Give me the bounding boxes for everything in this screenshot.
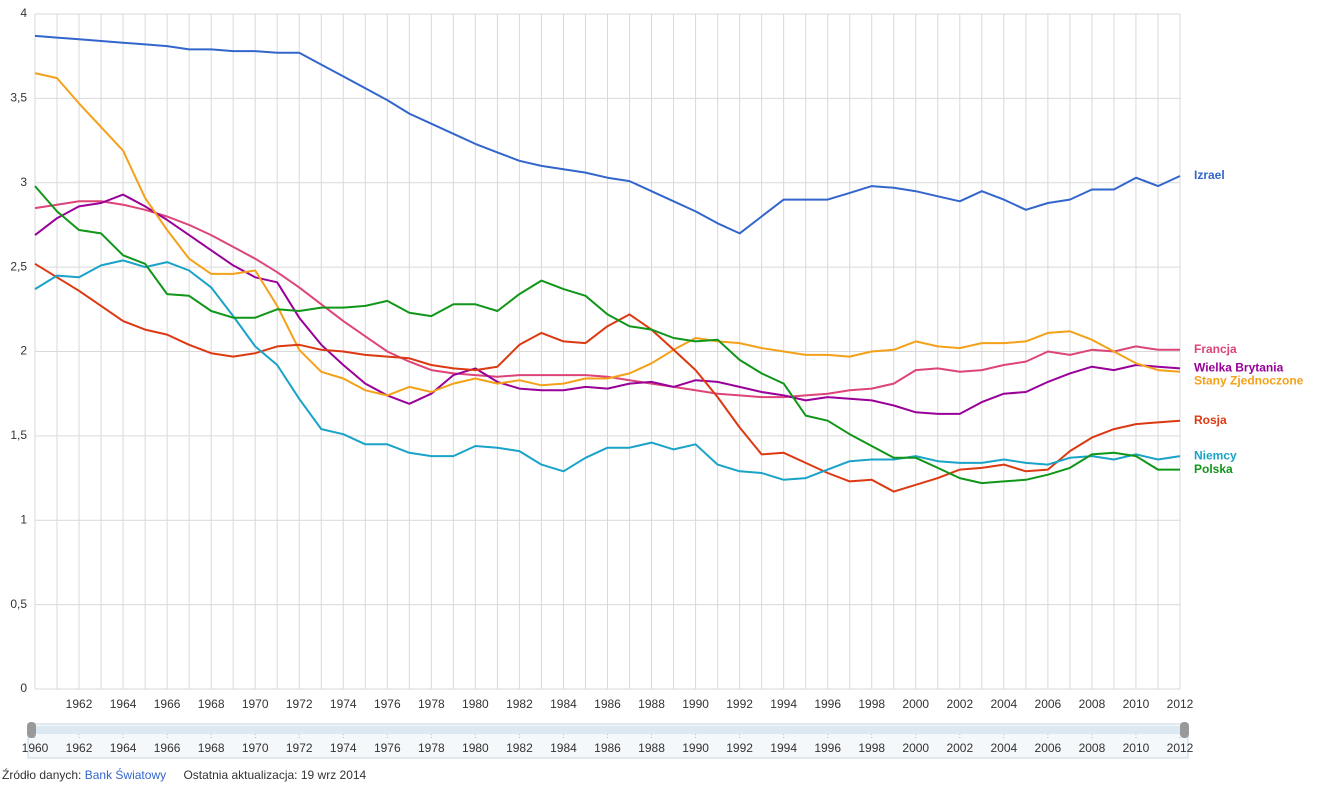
x-tick-label: 1966 xyxy=(154,697,181,711)
x-tick-label: 1994 xyxy=(770,697,797,711)
x-tick-label: 2002 xyxy=(946,697,973,711)
slider-label: 1972 xyxy=(286,741,313,755)
slider-label: 2010 xyxy=(1123,741,1150,755)
y-tick-label: 2,5 xyxy=(10,259,27,273)
y-tick-label: 3,5 xyxy=(10,91,27,105)
slider-label: 1974 xyxy=(330,741,357,755)
slider-label: 1980 xyxy=(462,741,489,755)
x-tick-label: 1988 xyxy=(638,697,665,711)
slider-label: 1992 xyxy=(726,741,753,755)
x-tick-label: 1970 xyxy=(242,697,269,711)
range-selection xyxy=(35,726,1180,734)
slider-label: 1994 xyxy=(770,741,797,755)
slider-label: 1966 xyxy=(154,741,181,755)
x-tick-label: 1978 xyxy=(418,697,445,711)
y-tick-label: 1 xyxy=(20,512,27,526)
series-line xyxy=(34,72,1181,397)
series-label: Niemcy xyxy=(1194,448,1237,462)
x-tick-label: 2004 xyxy=(990,697,1017,711)
y-tick-label: 4 xyxy=(20,6,27,20)
series-label: Francja xyxy=(1194,342,1237,356)
x-tick-label: 2006 xyxy=(1035,697,1062,711)
x-tick-label: 1968 xyxy=(198,697,225,711)
slider-label: 1986 xyxy=(594,741,621,755)
slider-label: 1976 xyxy=(374,741,401,755)
series-line xyxy=(34,259,1181,481)
slider-label: 1968 xyxy=(198,741,225,755)
slider-label: 1988 xyxy=(638,741,665,755)
source-label: Źródło danych: xyxy=(2,768,82,782)
slider-label: 1998 xyxy=(858,741,885,755)
series-label: Wielka Brytania xyxy=(1194,361,1284,375)
footer: Źródło danych: Bank Światowy Ostatnia ak… xyxy=(2,768,366,782)
slider-label: 1996 xyxy=(814,741,841,755)
y-tick-label: 3 xyxy=(20,175,27,189)
slider-label: 1978 xyxy=(418,741,445,755)
x-tick-label: 1984 xyxy=(550,697,577,711)
slider-label: 2012 xyxy=(1167,741,1194,755)
x-tick-label: 1986 xyxy=(594,697,621,711)
range-handle-right[interactable] xyxy=(1180,722,1189,738)
series-line xyxy=(34,34,1181,235)
series-label: Rosja xyxy=(1194,413,1227,427)
x-tick-label: 2000 xyxy=(902,697,929,711)
slider-label: 1990 xyxy=(682,741,709,755)
slider-label: 2000 xyxy=(902,741,929,755)
series-label: Polska xyxy=(1194,462,1233,476)
series-label: Izrael xyxy=(1194,168,1225,182)
x-tick-label: 1980 xyxy=(462,697,489,711)
series-line xyxy=(34,193,1181,415)
x-tick-label: 1990 xyxy=(682,697,709,711)
series-label: Stany Zjednoczone xyxy=(1194,374,1304,388)
x-tick-label: 2008 xyxy=(1079,697,1106,711)
slider-label: 2004 xyxy=(990,741,1017,755)
x-tick-label: 1972 xyxy=(286,697,313,711)
slider-label: 2006 xyxy=(1035,741,1062,755)
series-line xyxy=(34,185,1180,485)
slider-label: 1970 xyxy=(242,741,269,755)
source-link[interactable]: Bank Światowy xyxy=(84,768,167,782)
slider-label: 1960 xyxy=(22,741,49,755)
y-tick-label: 0 xyxy=(20,681,27,695)
x-tick-label: 1998 xyxy=(858,697,885,711)
x-tick-label: 1996 xyxy=(814,697,841,711)
x-tick-label: 1962 xyxy=(66,697,93,711)
x-tick-label: 1992 xyxy=(726,697,753,711)
slider-label: 1984 xyxy=(550,741,577,755)
chart: 0 0,5 1 1,5 2 2,5 3 3,5 4 1962 1964 1966 1968 1970 197… xyxy=(10,6,1304,759)
x-tick-label: 1976 xyxy=(374,697,401,711)
series-line xyxy=(34,262,1181,493)
y-tick-label: 1,5 xyxy=(10,428,27,442)
slider-label: 1982 xyxy=(506,741,533,755)
slider-label: 2008 xyxy=(1079,741,1106,755)
x-tick-label: 1974 xyxy=(330,697,357,711)
last-update: Ostatnia aktualizacja: 19 wrz 2014 xyxy=(183,768,367,782)
series-line xyxy=(34,200,1180,399)
x-tick-label: 1982 xyxy=(506,697,533,711)
range-handle-left[interactable] xyxy=(27,722,36,738)
x-tick-label: 2010 xyxy=(1123,697,1150,711)
slider-label: 1964 xyxy=(110,741,137,755)
slider-label: 2002 xyxy=(946,741,973,755)
slider-label: 1962 xyxy=(66,741,93,755)
x-tick-label: 1964 xyxy=(110,697,137,711)
x-tick-label: 2012 xyxy=(1167,697,1194,711)
y-tick-label: 2 xyxy=(20,344,27,358)
y-tick-label: 0,5 xyxy=(10,597,27,611)
